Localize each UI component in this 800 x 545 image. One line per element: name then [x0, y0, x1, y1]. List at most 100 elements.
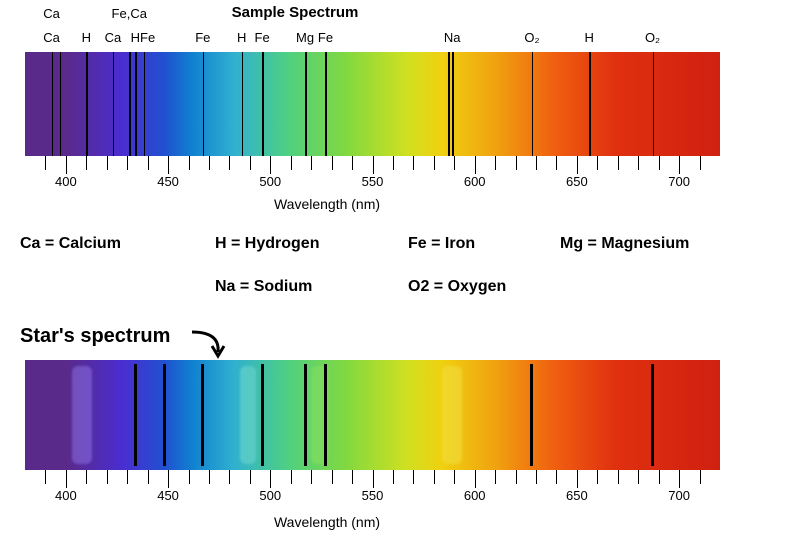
element-label: H [131, 30, 140, 45]
sample-axis-title: Wavelength (nm) [274, 196, 380, 212]
tick-major [475, 156, 476, 174]
element-label: H [82, 30, 91, 45]
tick-minor [434, 470, 435, 484]
tick-label: 650 [566, 488, 588, 503]
tick-major [168, 156, 169, 174]
tick-minor [107, 470, 108, 484]
element-label: Ca [105, 30, 122, 45]
tick-minor [229, 470, 230, 484]
tick-minor [107, 156, 108, 170]
tick-minor [86, 470, 87, 484]
absorption-line [530, 364, 533, 466]
legend-entry: Na = Sodium [215, 278, 312, 296]
tick-minor [700, 470, 701, 484]
absorption-line [135, 52, 137, 156]
absorption-line [163, 364, 166, 466]
tick-major [577, 470, 578, 488]
absorption-line [60, 52, 62, 156]
absorption-line [129, 52, 131, 156]
tick-minor [250, 156, 251, 170]
sample-title: Sample Spectrum [232, 4, 359, 21]
tick-label: 500 [259, 488, 281, 503]
tick-label: 600 [464, 488, 486, 503]
tick-minor [536, 156, 537, 170]
tick-minor [638, 156, 639, 170]
tick-minor [638, 470, 639, 484]
tick-major [66, 470, 67, 488]
tick-minor [597, 470, 598, 484]
tick-minor [332, 156, 333, 170]
tick-minor [434, 156, 435, 170]
smudge [240, 366, 256, 464]
tick-minor [291, 470, 292, 484]
absorption-line [52, 52, 54, 156]
star-axis-title: Wavelength (nm) [274, 514, 380, 530]
tick-minor [45, 470, 46, 484]
tick-major [679, 470, 680, 488]
tick-label: 550 [362, 174, 384, 189]
tick-minor [148, 156, 149, 170]
absorption-line [589, 52, 591, 156]
tick-label: 600 [464, 174, 486, 189]
tick-minor [454, 156, 455, 170]
tick-minor [556, 470, 557, 484]
absorption-line [134, 364, 137, 466]
absorption-line [242, 52, 244, 156]
tick-label: 550 [362, 488, 384, 503]
absorption-line [203, 52, 205, 156]
tick-minor [659, 156, 660, 170]
tick-minor [516, 470, 517, 484]
tick-minor [536, 470, 537, 484]
absorption-line [261, 364, 264, 466]
tick-minor [413, 156, 414, 170]
absorption-line [324, 364, 327, 466]
element-label: Fe [318, 30, 333, 45]
absorption-line [448, 52, 450, 156]
tick-minor [352, 156, 353, 170]
element-label: O₂ [645, 30, 660, 45]
legend-entry: O2 = Oxygen [408, 278, 506, 296]
tick-major [373, 156, 374, 174]
absorption-line [113, 52, 115, 156]
element-label: O₂ [524, 30, 539, 45]
tick-minor [229, 156, 230, 170]
element-label: Na [444, 30, 461, 45]
star-title: Star's spectrum [20, 325, 170, 348]
element-label: H [584, 30, 593, 45]
star-band [25, 360, 720, 470]
tick-minor [250, 470, 251, 484]
tick-minor [659, 470, 660, 484]
absorption-line [651, 364, 654, 466]
tick-minor [127, 470, 128, 484]
tick-label: 450 [157, 174, 179, 189]
tick-minor [189, 156, 190, 170]
element-label: Ca [43, 6, 60, 21]
absorption-line [653, 52, 655, 156]
absorption-line [262, 52, 264, 156]
element-label: H [237, 30, 246, 45]
tick-minor [311, 470, 312, 484]
tick-label: 650 [566, 174, 588, 189]
tick-minor [352, 470, 353, 484]
tick-minor [291, 156, 292, 170]
element-label: Fe [140, 30, 155, 45]
tick-major [577, 156, 578, 174]
tick-label: 450 [157, 488, 179, 503]
absorption-line [325, 52, 327, 156]
tick-major [270, 470, 271, 488]
star-spectrum: 400450500550600650700 Wavelength (nm) [25, 360, 720, 540]
tick-minor [700, 156, 701, 170]
tick-label: 700 [668, 488, 690, 503]
absorption-line [305, 52, 307, 156]
tick-major [66, 156, 67, 174]
legend-entry: Ca = Calcium [20, 235, 121, 253]
absorption-line [304, 364, 307, 466]
tick-minor [454, 470, 455, 484]
sample-spectrum: Sample Spectrum CaFe,Ca CaHCaHFeFeHFeMgF… [25, 0, 720, 220]
element-label: Fe [255, 30, 270, 45]
tick-minor [516, 156, 517, 170]
tick-minor [127, 156, 128, 170]
tick-minor [332, 470, 333, 484]
tick-minor [618, 470, 619, 484]
absorption-line [532, 52, 534, 156]
